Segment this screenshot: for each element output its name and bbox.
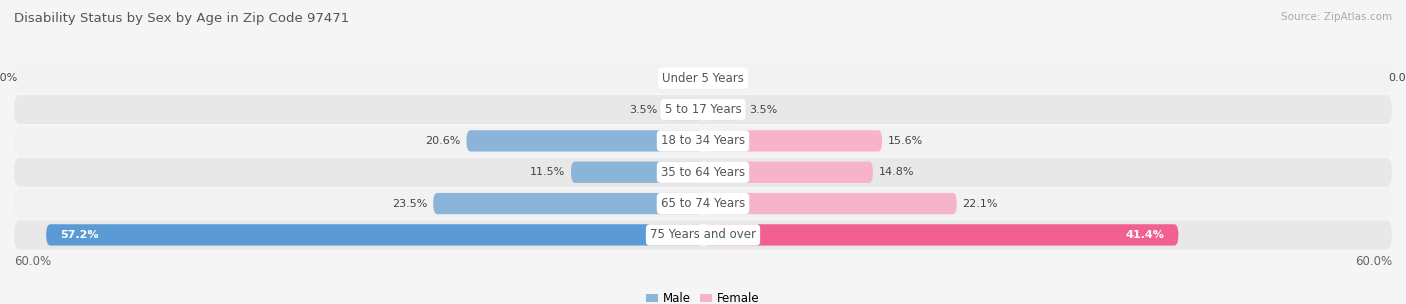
- FancyBboxPatch shape: [14, 220, 1392, 249]
- Text: 15.6%: 15.6%: [887, 136, 924, 146]
- FancyBboxPatch shape: [14, 64, 1392, 93]
- FancyBboxPatch shape: [703, 224, 1178, 246]
- Text: Under 5 Years: Under 5 Years: [662, 72, 744, 85]
- Text: 0.0%: 0.0%: [0, 73, 17, 83]
- FancyBboxPatch shape: [46, 224, 703, 246]
- FancyBboxPatch shape: [703, 130, 882, 152]
- FancyBboxPatch shape: [703, 161, 873, 183]
- FancyBboxPatch shape: [571, 161, 703, 183]
- Text: 3.5%: 3.5%: [628, 105, 657, 115]
- Text: 35 to 64 Years: 35 to 64 Years: [661, 166, 745, 179]
- FancyBboxPatch shape: [703, 99, 744, 120]
- Text: 57.2%: 57.2%: [60, 230, 98, 240]
- Text: 75 Years and over: 75 Years and over: [650, 228, 756, 241]
- Text: 60.0%: 60.0%: [1355, 255, 1392, 268]
- Text: 3.5%: 3.5%: [749, 105, 778, 115]
- Text: 20.6%: 20.6%: [426, 136, 461, 146]
- FancyBboxPatch shape: [14, 189, 1392, 218]
- Text: 11.5%: 11.5%: [530, 167, 565, 177]
- FancyBboxPatch shape: [14, 126, 1392, 155]
- FancyBboxPatch shape: [14, 95, 1392, 124]
- Text: 5 to 17 Years: 5 to 17 Years: [665, 103, 741, 116]
- FancyBboxPatch shape: [467, 130, 703, 152]
- Text: 41.4%: 41.4%: [1126, 230, 1164, 240]
- FancyBboxPatch shape: [703, 193, 956, 214]
- Text: 22.1%: 22.1%: [963, 199, 998, 209]
- Text: 60.0%: 60.0%: [14, 255, 51, 268]
- FancyBboxPatch shape: [14, 158, 1392, 187]
- Text: 23.5%: 23.5%: [392, 199, 427, 209]
- Text: 0.0%: 0.0%: [1389, 73, 1406, 83]
- Text: 18 to 34 Years: 18 to 34 Years: [661, 134, 745, 147]
- Text: Disability Status by Sex by Age in Zip Code 97471: Disability Status by Sex by Age in Zip C…: [14, 12, 349, 25]
- Legend: Male, Female: Male, Female: [641, 287, 765, 304]
- Text: Source: ZipAtlas.com: Source: ZipAtlas.com: [1281, 12, 1392, 22]
- FancyBboxPatch shape: [662, 99, 703, 120]
- Text: 14.8%: 14.8%: [879, 167, 914, 177]
- FancyBboxPatch shape: [433, 193, 703, 214]
- Text: 65 to 74 Years: 65 to 74 Years: [661, 197, 745, 210]
